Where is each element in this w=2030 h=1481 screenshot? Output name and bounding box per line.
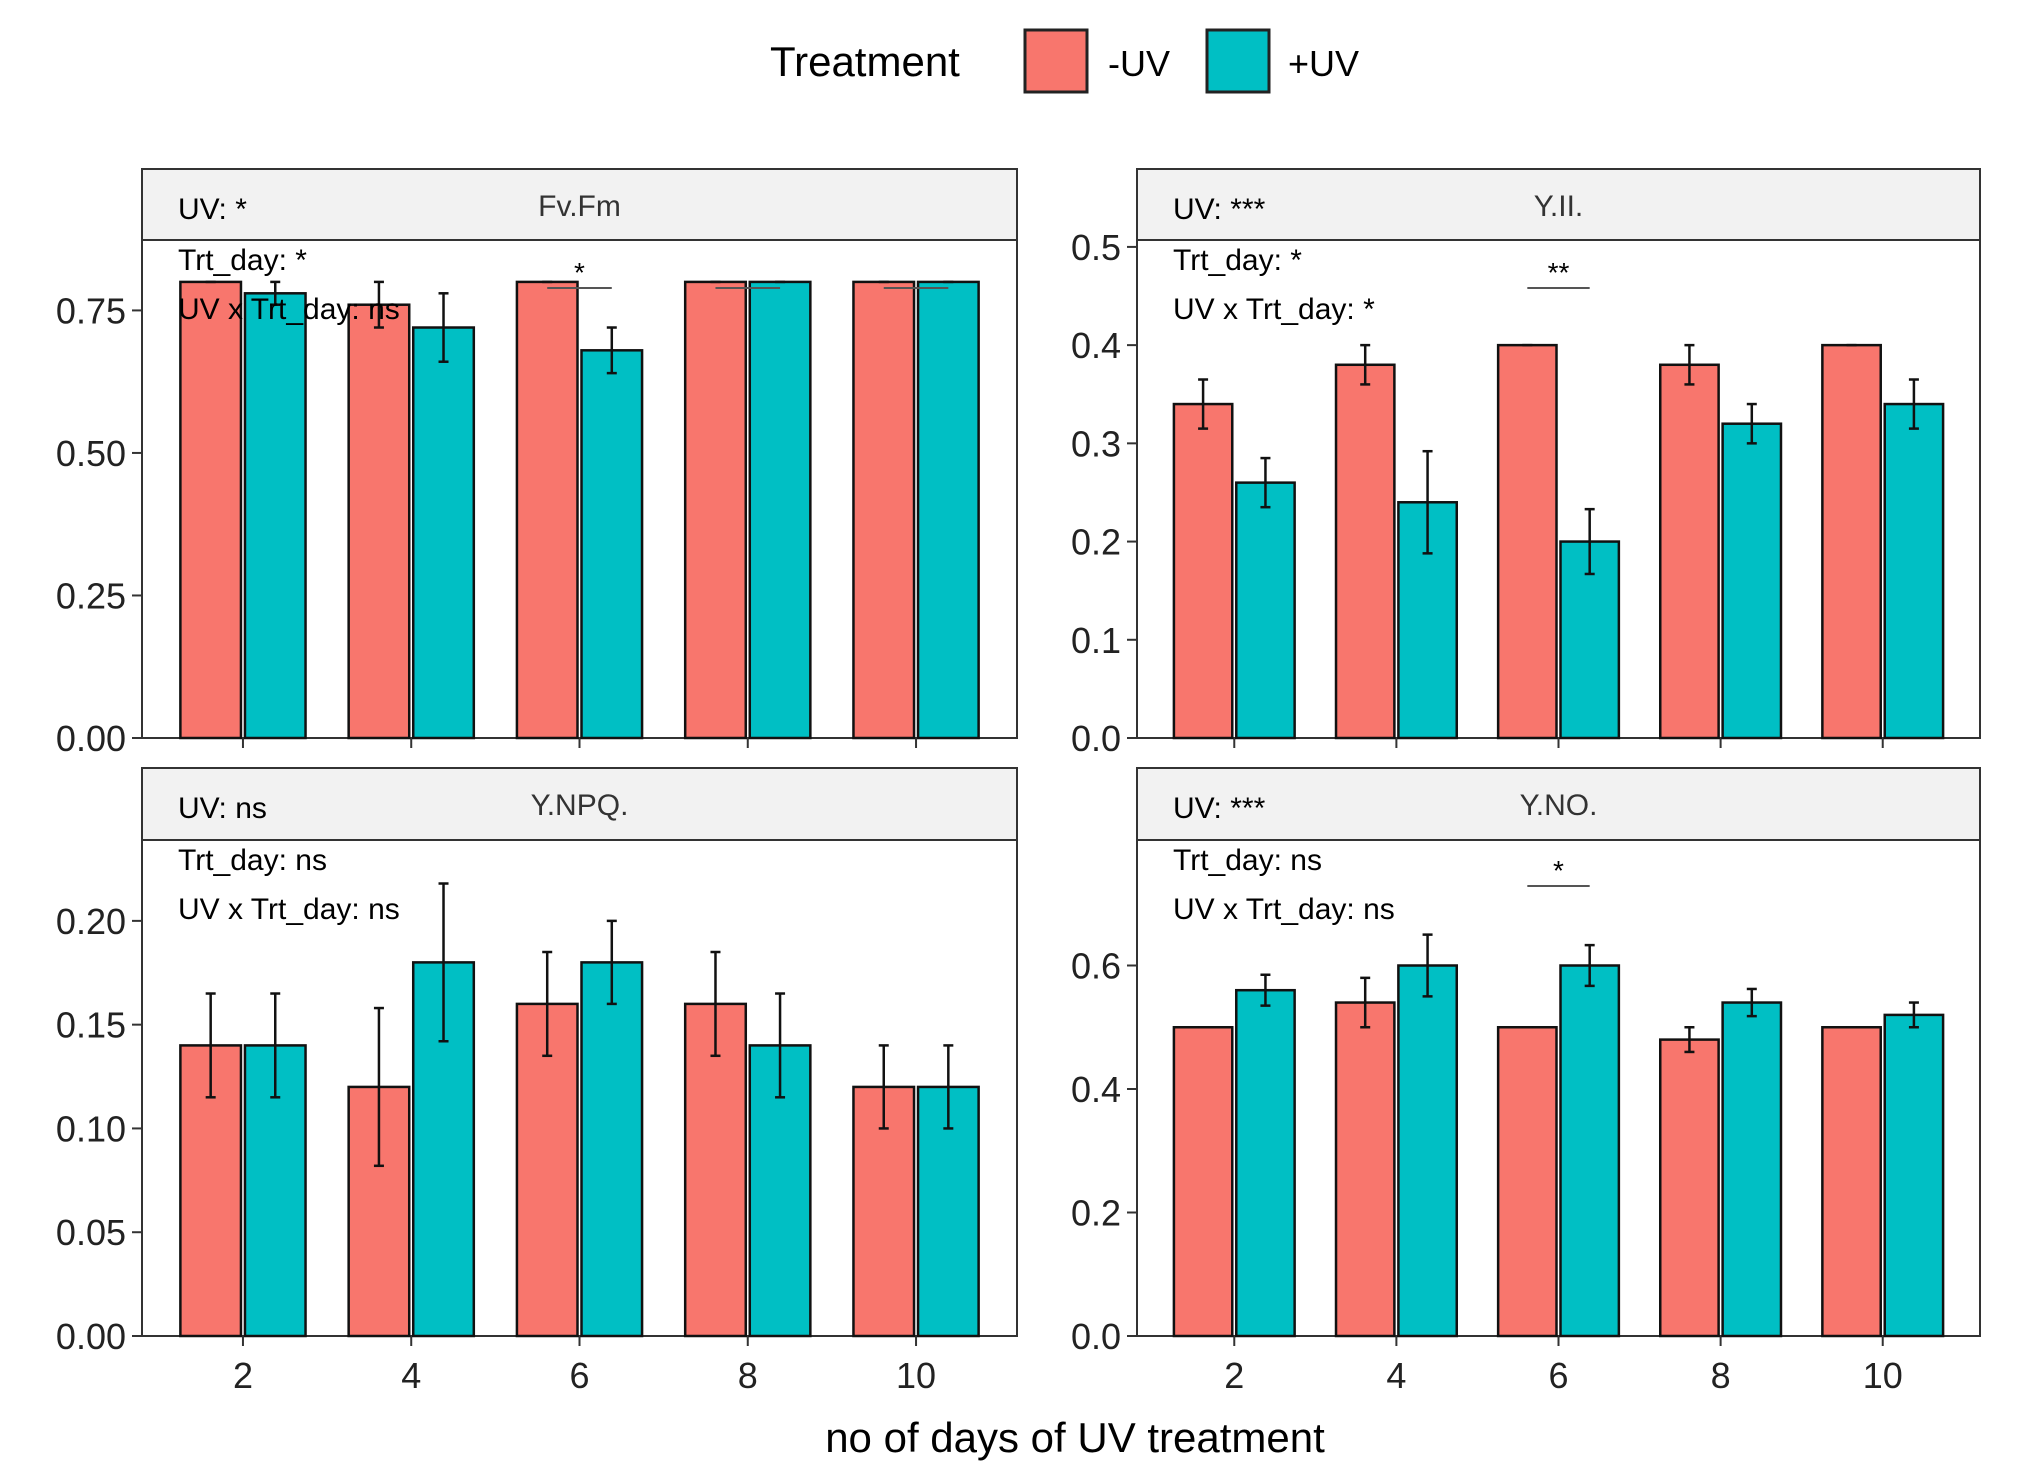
- x-tick-label: 2: [1224, 1355, 1244, 1396]
- y-tick-label: 0.00: [56, 718, 126, 759]
- legend-title: Treatment: [770, 38, 960, 85]
- x-tick-label: 8: [1711, 1355, 1731, 1396]
- facet-strip-title: Y.NO.: [1520, 789, 1598, 822]
- x-tick-label: 10: [896, 1355, 936, 1396]
- stats-annotation: Trt_day: ns: [178, 844, 327, 877]
- facet-panel-4: Y.NO. 0.0 0.2 0.4 0.6 2 4 6 8 10 * UV: *** Trt_day: …: [1071, 767, 1981, 1396]
- bar-minus-uv: [515, 280, 579, 740]
- y-tick-label: 0.10: [56, 1108, 126, 1149]
- bar-minus-uv: [1172, 1026, 1234, 1338]
- significance-label: *: [1553, 855, 1564, 886]
- bar-minus-uv: [347, 303, 411, 740]
- bar-minus-uv: [1659, 1038, 1720, 1338]
- x-tick-label: 10: [1863, 1355, 1903, 1396]
- facet-strip-title: Fv.Fm: [538, 190, 621, 223]
- y-tick-label: 0.20: [56, 901, 126, 942]
- facet-panel-3: Y.NPQ. 0.00 0.05 0.10 0.15 0.20 2 4 6 8 10 UV: ns Tr…: [56, 767, 1018, 1396]
- y-tick-label: 0.2: [1071, 1193, 1121, 1234]
- bar-minus-uv: [1496, 1026, 1558, 1338]
- bar-plus-uv: [1883, 402, 1945, 740]
- y-tick-label: 0.15: [56, 1005, 126, 1046]
- x-tick-label: 2: [233, 1355, 253, 1396]
- stats-annotation: UV x Trt_day: *: [1173, 293, 1375, 326]
- bar-plus-uv: [1235, 988, 1296, 1338]
- facet-strip-title: Y.II.: [1534, 190, 1583, 223]
- x-tick-label: 4: [1386, 1355, 1406, 1396]
- x-tick-label: 6: [569, 1355, 589, 1396]
- facet-panels: Fv.Fm 0.00 0.25 0.50 0.75 * UV: * Trt_day: * UV …: [56, 168, 1981, 1396]
- facet-strip: [141, 168, 1018, 241]
- bar-plus-uv: [1559, 964, 1621, 1338]
- y-tick-label: 0.1: [1071, 620, 1121, 661]
- y-tick-label: 0.4: [1071, 325, 1121, 366]
- x-tick-label: 6: [1548, 1355, 1568, 1396]
- stats-annotation: UV x Trt_day: ns: [178, 293, 400, 326]
- stats-annotation: Trt_day: *: [178, 244, 307, 277]
- bar-plus-uv: [1721, 1001, 1783, 1338]
- bar-minus-uv: [515, 1002, 579, 1338]
- legend-swatch-minus-uv: [1023, 28, 1089, 94]
- stats-annotation: UV: ***: [1173, 792, 1266, 825]
- y-tick-label: 0.5: [1071, 227, 1121, 268]
- bar-plus-uv: [580, 961, 644, 1338]
- facet-strip-title: Y.NPQ.: [531, 789, 629, 822]
- stats-annotation: UV x Trt_day: ns: [1173, 893, 1395, 926]
- stats-annotation: UV: *: [178, 193, 247, 226]
- legend: Treatment -UV +UV: [770, 28, 1359, 94]
- legend-label-plus-uv: +UV: [1288, 43, 1359, 84]
- y-tick-label: 0.0: [1071, 1316, 1121, 1357]
- y-tick-label: 0.75: [56, 290, 126, 331]
- bar-minus-uv: [1821, 1026, 1882, 1338]
- y-tick-label: 0.00: [56, 1316, 126, 1357]
- y-tick-label: 0.2: [1071, 522, 1121, 563]
- bar-plus-uv: [411, 326, 476, 740]
- stats-annotation: UV: ns: [178, 792, 267, 825]
- x-axis-title: no of days of UV treatment: [825, 1414, 1325, 1461]
- significance-label: *: [574, 257, 585, 288]
- y-tick-label: 0.3: [1071, 423, 1121, 464]
- facet-strip: [141, 767, 1018, 841]
- bar-plus-uv: [748, 280, 812, 740]
- stats-annotation: UV x Trt_day: ns: [178, 893, 400, 926]
- y-tick-label: 0.4: [1071, 1069, 1121, 1110]
- bar-plus-uv: [411, 961, 476, 1338]
- bar-plus-uv: [1397, 964, 1458, 1338]
- bar-plus-uv: [1883, 1013, 1945, 1338]
- stats-annotation: UV: ***: [1173, 193, 1266, 226]
- bar-plus-uv: [1721, 422, 1783, 740]
- significance-label: **: [1548, 257, 1570, 288]
- y-tick-label: 0.0: [1071, 718, 1121, 759]
- bar-minus-uv: [1334, 1001, 1396, 1338]
- bar-minus-uv: [683, 280, 748, 740]
- legend-swatch-plus-uv: [1205, 28, 1271, 94]
- bar-plus-uv: [916, 280, 980, 740]
- bar-minus-uv: [179, 280, 243, 740]
- x-tick-label: 4: [401, 1355, 421, 1396]
- y-tick-label: 0.6: [1071, 946, 1121, 987]
- stats-annotation: Trt_day: ns: [1173, 844, 1322, 877]
- facet-panel-1: Fv.Fm 0.00 0.25 0.50 0.75 * UV: * Trt_day: * UV …: [56, 168, 1018, 759]
- y-tick-label: 0.25: [56, 575, 126, 616]
- bar-minus-uv: [852, 280, 916, 740]
- y-tick-label: 0.50: [56, 433, 126, 474]
- y-tick-label: 0.05: [56, 1212, 126, 1253]
- bar-plus-uv: [243, 292, 307, 740]
- facet-strip: [1136, 168, 1981, 241]
- bar-plus-uv: [580, 349, 644, 740]
- facet-panel-2: Y.II. 0.0 0.1 0.2 0.3 0.4 0.5 ** UV: *** Trt_day:…: [1071, 168, 1981, 759]
- bar-minus-uv: [1334, 363, 1396, 740]
- bar-minus-uv: [1659, 363, 1720, 740]
- legend-label-minus-uv: -UV: [1108, 43, 1170, 84]
- bar-minus-uv: [1821, 343, 1882, 740]
- stats-annotation: Trt_day: *: [1173, 244, 1302, 277]
- bar-minus-uv: [1172, 402, 1234, 740]
- x-tick-label: 8: [738, 1355, 758, 1396]
- bar-minus-uv: [1496, 343, 1558, 740]
- bar-plus-uv: [1235, 481, 1296, 740]
